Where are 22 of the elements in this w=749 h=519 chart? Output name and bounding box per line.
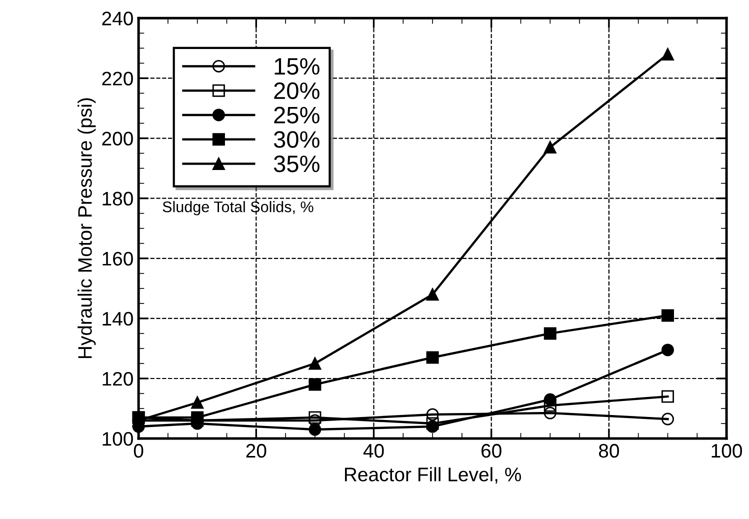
y-tick-label: 240 [102, 12, 133, 26]
y-tick-label: 220 [102, 72, 133, 86]
legend-label: 30% [274, 131, 320, 148]
annotation: Sludge Total Solids, % [162, 201, 314, 216]
x-tick-label: 0 [134, 444, 144, 458]
x-tick-label: 60 [482, 444, 502, 458]
legend-label: 15% [274, 58, 320, 75]
x-tick-label: 40 [363, 444, 384, 458]
y-tick-label: 160 [102, 252, 133, 266]
y-axis-title: Hydraulic Motor Pressure (psi) [78, 98, 96, 358]
y-tick-label: 100 [102, 432, 133, 446]
y-tick-label: 120 [102, 372, 133, 386]
y-tick-label: 180 [102, 192, 133, 206]
x-axis-title: Reactor Fill Level, % [344, 467, 522, 484]
legend-label: 20% [274, 82, 320, 100]
x-tick-label: 80 [598, 444, 619, 458]
legend-label: 35% [274, 155, 320, 172]
y-tick-label: 140 [102, 312, 133, 326]
y-tick-label: 200 [102, 132, 133, 146]
x-tick-label: 20 [246, 444, 266, 458]
x-tick-label: 100 [712, 444, 742, 458]
legend-label: 25% [274, 106, 320, 124]
